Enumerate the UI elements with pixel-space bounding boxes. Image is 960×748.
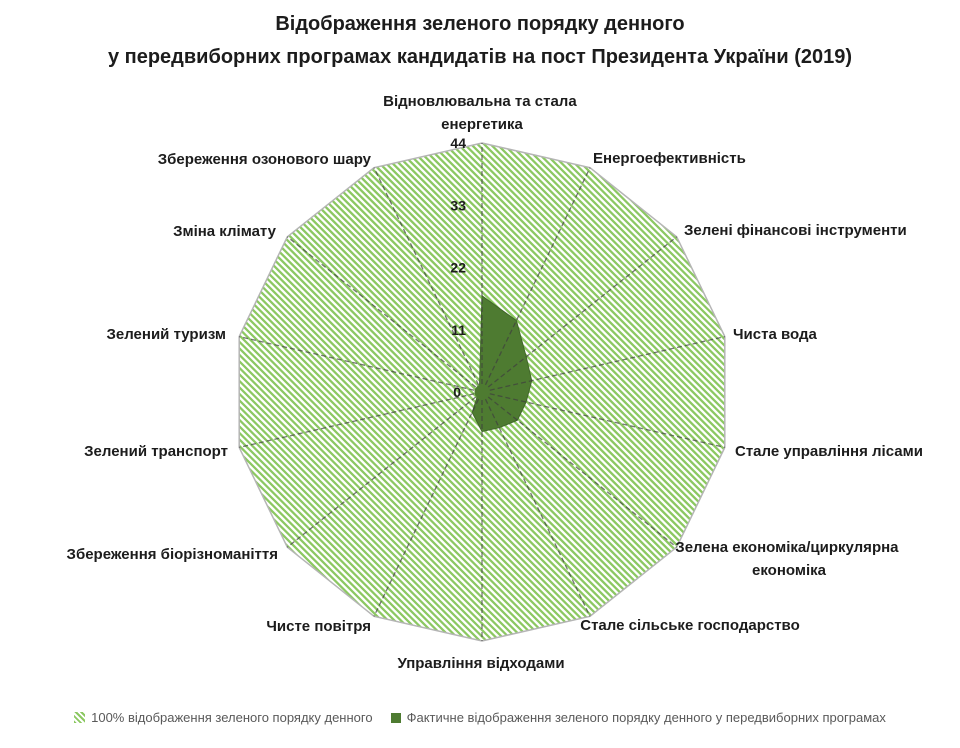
chart-title: Відображення зеленого порядку денного у … xyxy=(0,8,960,74)
tick-label: 11 xyxy=(451,322,466,338)
axis-line xyxy=(286,236,483,393)
axis-line xyxy=(239,391,483,449)
category-label-biodiversity: Збереження біорізноманіття xyxy=(67,546,278,563)
chart-title-line2: у передвиборних програмах кандидатів на … xyxy=(107,46,853,68)
category-label-renewable-energy: Відновлювальна та стала енергетика xyxy=(383,93,581,133)
chart-title-line1: Відображення зеленого порядку денного xyxy=(275,13,685,35)
hatched-swatch-icon xyxy=(74,712,86,723)
axis-line xyxy=(481,391,725,449)
category-label-agriculture: Стале сільське господарство xyxy=(580,617,800,634)
category-label-energy-efficiency: Енергоефективність xyxy=(593,150,746,167)
category-label-climate-change: Зміна клімату xyxy=(173,223,277,240)
chart-center-point xyxy=(474,384,490,400)
axis-line xyxy=(239,335,483,393)
category-label-green-finance: Зелені фінансові інструменти xyxy=(684,222,907,239)
category-label-forest-management: Стале управління лісами xyxy=(735,443,923,460)
tick-label: 22 xyxy=(450,260,466,276)
category-label-ozone-layer: Збереження озонового шару xyxy=(158,151,372,168)
tick-label: 44 xyxy=(450,135,466,151)
tick-label: 33 xyxy=(450,197,466,213)
chart-legend: 100% відображення зеленого порядку денно… xyxy=(0,710,960,725)
axis-line xyxy=(373,391,483,617)
axis-line xyxy=(286,391,483,548)
radial-axis-lines xyxy=(239,143,725,641)
category-labels: Відновлювальна та стала енергетика Енерг… xyxy=(67,93,923,672)
axis-line xyxy=(481,391,591,617)
category-label-clean-water: Чиста вода xyxy=(733,326,817,343)
axis-line xyxy=(481,167,591,393)
category-label-clean-air: Чисте повітря xyxy=(266,618,371,635)
legend-item-100-percent: 100% відображення зеленого порядку денно… xyxy=(74,710,373,725)
category-label-green-economy: Зелена економіка/циркулярна економіка xyxy=(675,539,902,579)
axis-line xyxy=(481,236,678,393)
legend-label-100-percent: 100% відображення зеленого порядку денно… xyxy=(91,710,373,725)
axis-line xyxy=(481,391,678,548)
axis-line xyxy=(481,335,725,393)
axis-line xyxy=(373,167,483,393)
legend-item-actual: Фактичне відображення зеленого порядку д… xyxy=(390,710,886,725)
category-label-green-tourism: Зелений туризм xyxy=(106,326,226,343)
category-label-green-transport: Зелений транспорт xyxy=(84,443,228,460)
tick-label: 0 xyxy=(453,384,461,400)
radial-tick-labels: 0 11 22 33 44 xyxy=(450,135,466,400)
legend-label-actual: Фактичне відображення зеленого порядку д… xyxy=(406,710,886,725)
category-label-waste-management: Управління відходами xyxy=(397,655,564,672)
solid-swatch-icon xyxy=(390,712,401,723)
